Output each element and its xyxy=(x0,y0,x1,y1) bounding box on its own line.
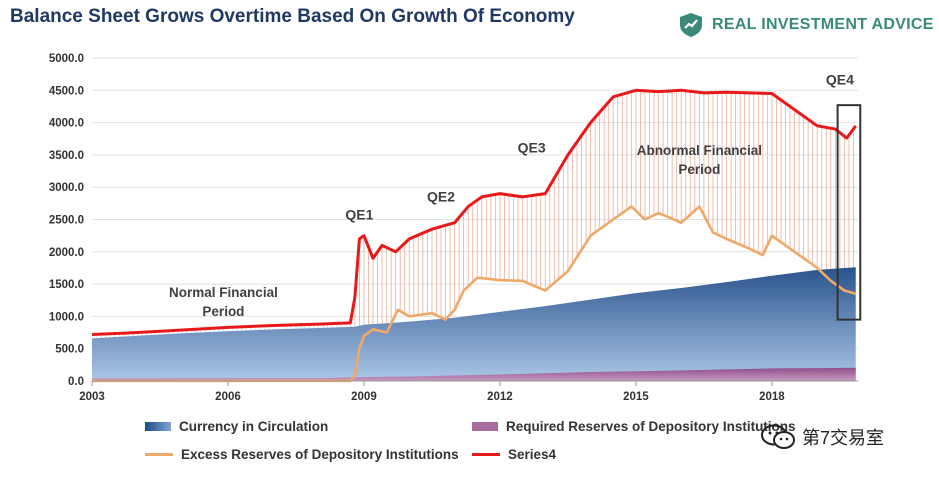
period-label: Normal Financial Period xyxy=(169,285,278,319)
x-tick-label: 2012 xyxy=(487,391,513,403)
watermark: 第7交易室 xyxy=(760,424,884,450)
legend-item-currency: Currency in Circulation xyxy=(145,419,328,434)
y-tick-label: 1500.0 xyxy=(49,279,84,291)
y-tick-label: 500.0 xyxy=(55,344,84,356)
legend-item-required-reserves: Required Reserves of Depository Institut… xyxy=(472,419,796,434)
annotation-line: Period xyxy=(678,162,720,177)
line-series xyxy=(91,88,857,383)
legend-label: Excess Reserves of Depository Institutio… xyxy=(181,447,459,462)
legend-label: Series4 xyxy=(508,447,557,462)
y-tick-label: 0.0 xyxy=(68,376,84,388)
excess-reserves-line xyxy=(92,205,857,383)
qe-label: QE4 xyxy=(826,71,854,87)
brand-name: REAL INVESTMENT ADVICE xyxy=(712,16,934,33)
wechat-icon xyxy=(761,424,795,449)
y-tick-label: 4000.0 xyxy=(49,118,84,130)
qe-label: QE2 xyxy=(427,188,455,204)
annotation-line: QE3 xyxy=(518,139,546,155)
y-tick-label: 2000.0 xyxy=(49,247,84,259)
qe4-highlight-box xyxy=(836,104,862,321)
brand-logo-icon xyxy=(680,13,702,37)
annotation-line: Normal Financial xyxy=(169,285,278,300)
series4-fill-lines xyxy=(91,90,854,339)
axes: 0.0 500.0 1000.0 1500.0 2000.0 2500.0 3000.0 35… xyxy=(49,53,858,403)
y-tick-label: 2500.0 xyxy=(49,215,84,227)
legend-swatch xyxy=(145,422,171,431)
qe-label: QE3 xyxy=(518,139,546,155)
legend-swatch xyxy=(472,453,500,456)
required-reserves-area xyxy=(92,367,856,381)
legend-swatch xyxy=(472,422,498,431)
y-tick-label: 4500.0 xyxy=(49,85,84,97)
legend-item-excess-reserves: Excess Reserves of Depository Institutio… xyxy=(145,447,459,462)
annotation-line: QE4 xyxy=(826,71,854,87)
x-tick-label: 2006 xyxy=(215,391,241,403)
currency-in-circulation-area xyxy=(92,267,856,381)
area-series xyxy=(92,267,856,381)
chart-title: Balance Sheet Grows Overtime Based On Gr… xyxy=(10,6,575,27)
y-tick-label: 3500.0 xyxy=(49,150,84,162)
annotation-line: Period xyxy=(202,304,244,319)
series4-line xyxy=(91,88,857,336)
x-tick-label: 2018 xyxy=(759,391,785,403)
legend-swatch xyxy=(145,453,173,456)
qe-label: QE1 xyxy=(345,207,373,223)
legend-label: Required Reserves of Depository Institut… xyxy=(506,419,796,434)
y-tick-label: 5000.0 xyxy=(49,53,84,65)
x-tick-label: 2003 xyxy=(79,391,105,403)
watermark-text: 第7交易室 xyxy=(802,428,885,448)
legend-item-series4: Series4 xyxy=(472,447,556,462)
legend-label: Currency in Circulation xyxy=(179,419,329,434)
x-tick-label: 2009 xyxy=(351,391,377,403)
annotation-line: QE2 xyxy=(427,188,455,204)
y-tick-label: 1000.0 xyxy=(49,311,84,323)
x-tick-label: 2015 xyxy=(623,391,649,403)
period-label: Abnormal Financial Period xyxy=(637,143,762,177)
brand-logo: REAL INVESTMENT ADVICE xyxy=(678,12,934,38)
annotation-line: QE1 xyxy=(345,207,373,223)
y-tick-label: 3000.0 xyxy=(49,182,84,194)
annotation-line: Abnormal Financial xyxy=(637,143,762,158)
